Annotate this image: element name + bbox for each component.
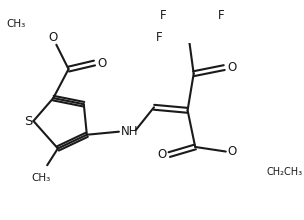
Text: F: F xyxy=(160,9,167,22)
Text: O: O xyxy=(227,145,237,158)
Text: CH₃: CH₃ xyxy=(31,173,51,183)
Text: S: S xyxy=(24,114,32,128)
Text: F: F xyxy=(218,9,224,22)
Text: F: F xyxy=(156,31,163,44)
Text: O: O xyxy=(48,31,57,44)
Text: O: O xyxy=(157,148,166,161)
Text: O: O xyxy=(98,57,107,70)
Text: NH: NH xyxy=(121,125,138,138)
Text: CH₃: CH₃ xyxy=(7,19,26,29)
Text: CH₂CH₃: CH₂CH₃ xyxy=(267,167,303,177)
Text: O: O xyxy=(227,61,237,74)
